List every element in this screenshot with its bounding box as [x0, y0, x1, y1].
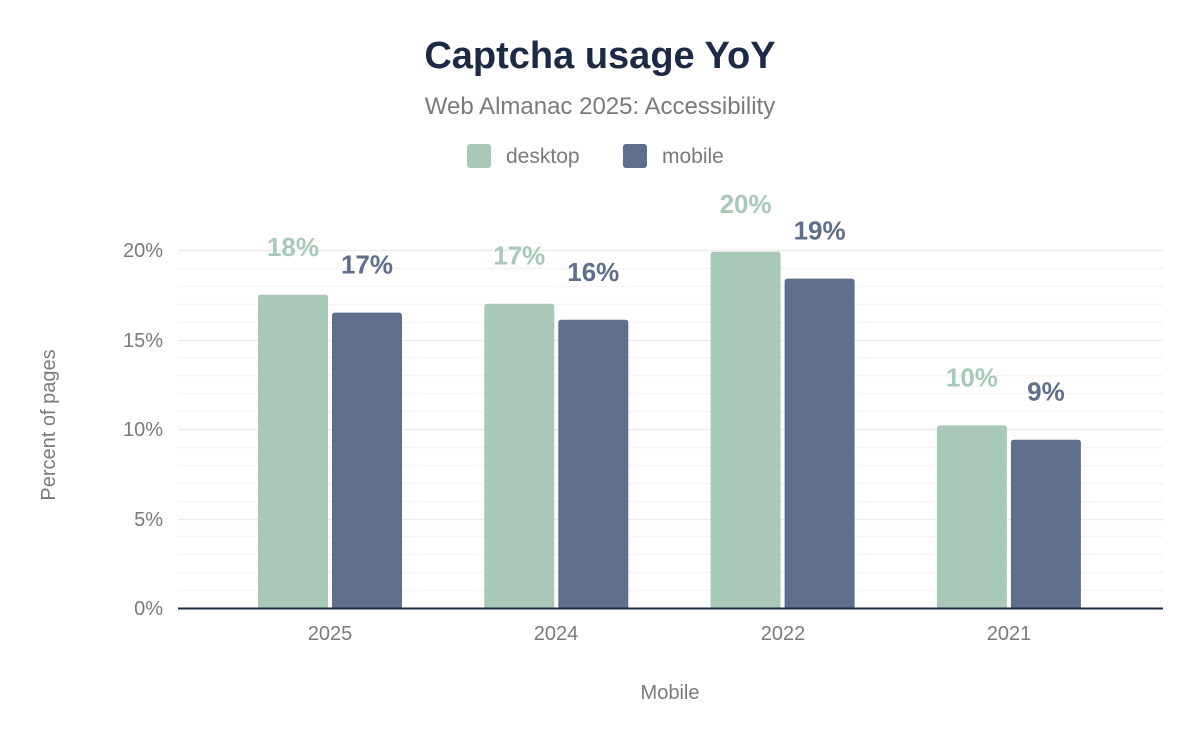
x-tick-label: 2022: [761, 623, 806, 645]
x-tick-label: 2021: [987, 623, 1032, 645]
legend: desktop mobile: [467, 144, 724, 168]
bar-mobile-2025: [332, 312, 402, 608]
data-label-desktop: 10%: [946, 362, 998, 392]
bar-desktop-2025: [258, 294, 328, 608]
bar-desktop-2024: [484, 303, 555, 608]
legend-swatch-desktop: [467, 144, 491, 168]
y-tick-label: 5%: [134, 509, 163, 531]
data-label-desktop: 18%: [267, 232, 319, 262]
x-axis-ticks: 2025 2024 2022 2021: [308, 623, 1032, 645]
data-label-mobile: 19%: [794, 216, 846, 246]
x-tick-label: 2025: [308, 623, 353, 645]
chart-title: Captcha usage YoY: [424, 35, 775, 77]
y-tick-label: 10%: [123, 419, 163, 441]
data-label-mobile: 17%: [341, 250, 393, 280]
data-label-mobile: 16%: [567, 257, 619, 287]
y-axis-title: Percent of pages: [38, 349, 60, 500]
legend-swatch-mobile: [623, 144, 647, 168]
bar-desktop-2021: [936, 425, 1007, 608]
data-label-desktop: 17%: [493, 241, 545, 271]
y-axis-ticks: 0% 5% 10% 15% 20%: [123, 240, 163, 620]
bars: 18% 17% 20% 10% 17% 16% 19% 9%: [258, 189, 1081, 609]
y-tick-label: 0%: [134, 598, 163, 620]
bar-mobile-2024: [558, 319, 629, 608]
x-tick-label: 2024: [534, 623, 579, 645]
legend-label-mobile: mobile: [662, 145, 724, 168]
legend-label-desktop: desktop: [506, 145, 580, 168]
bar-mobile-2022: [784, 278, 855, 608]
x-axis-title: Mobile: [641, 682, 700, 704]
y-tick-label: 15%: [123, 330, 163, 352]
data-label-mobile: 9%: [1027, 377, 1065, 407]
y-tick-label: 20%: [123, 240, 163, 262]
bar-mobile-2021: [1010, 439, 1081, 608]
chart-subtitle: Web Almanac 2025: Accessibility: [425, 93, 775, 120]
data-label-desktop: 20%: [720, 189, 772, 219]
bar-desktop-2022: [710, 251, 781, 609]
